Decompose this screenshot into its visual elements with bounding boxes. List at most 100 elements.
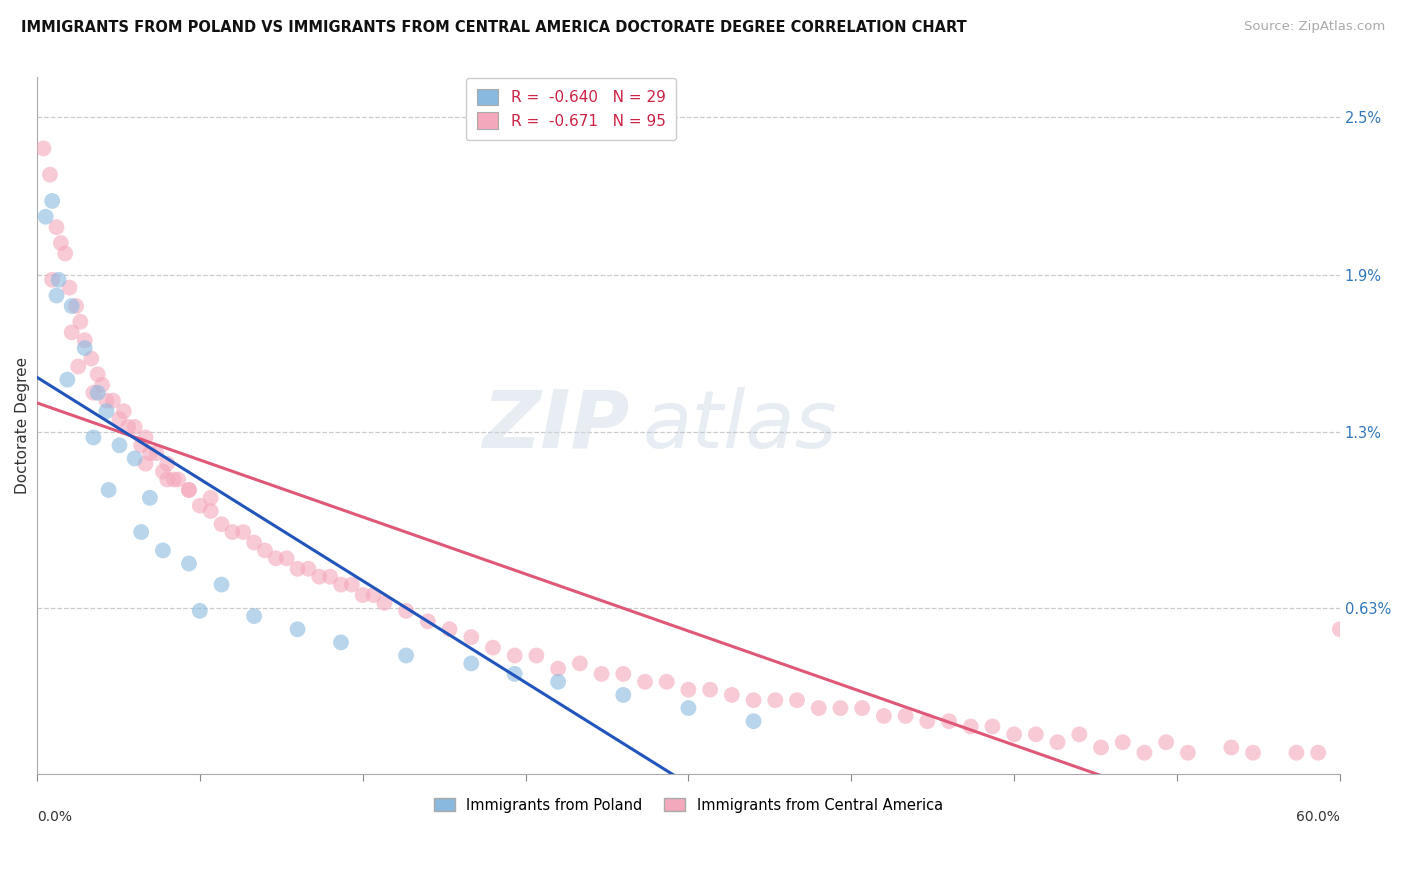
Point [211,577,233,591]
Point [678,682,700,697]
Point [340,577,363,591]
Point [73,341,96,355]
Point [807,701,830,715]
Point [547,662,569,676]
Point [117,420,139,434]
Point [938,714,960,729]
Point [112,404,135,418]
Point [319,570,342,584]
Point [1154,735,1177,749]
Point [41,194,63,208]
Point [232,524,254,539]
Point [101,393,124,408]
Point [152,543,174,558]
Point [416,615,439,629]
Point [721,688,744,702]
Point [96,393,118,408]
Point [503,648,526,663]
Point [655,674,678,689]
Point [211,517,233,532]
Point [568,657,591,671]
Point [503,667,526,681]
Point [1308,746,1330,760]
Point [460,630,482,644]
Y-axis label: Doctorate Degree: Doctorate Degree [15,357,30,494]
Point [200,491,222,505]
Point [243,609,266,624]
Point [1133,746,1156,760]
Point [1046,735,1069,749]
Point [129,524,152,539]
Point [742,693,765,707]
Point [177,483,200,497]
Point [60,299,83,313]
Point [439,622,461,636]
Point [129,438,152,452]
Point [188,499,211,513]
Point [67,359,90,374]
Point [1220,740,1243,755]
Point [135,457,157,471]
Point [612,667,634,681]
Point [135,430,157,444]
Point [41,273,63,287]
Text: 60.0%: 60.0% [1296,810,1340,824]
Text: Source: ZipAtlas.com: Source: ZipAtlas.com [1244,20,1385,33]
Point [373,596,395,610]
Point [58,280,80,294]
Point [1241,746,1264,760]
Point [82,430,104,444]
Point [917,714,939,729]
Point [460,657,482,671]
Point [87,368,110,382]
Text: 0.0%: 0.0% [37,810,72,824]
Point [1329,622,1351,636]
Point [352,588,374,602]
Point [69,315,91,329]
Point [60,326,83,340]
Point [482,640,505,655]
Point [830,701,852,715]
Point [152,465,174,479]
Point [108,412,131,426]
Point [1069,727,1091,741]
Point [851,701,873,715]
Point [45,288,67,302]
Point [873,709,896,723]
Point [742,714,765,729]
Point [145,446,167,460]
Point [200,504,222,518]
Point [177,557,200,571]
Point [96,404,118,418]
Point [32,141,55,155]
Point [308,570,330,584]
Point [56,373,79,387]
Point [634,674,657,689]
Point [591,667,613,681]
Point [330,635,353,649]
Point [167,473,190,487]
Point [763,693,786,707]
Point [1002,727,1025,741]
Point [80,351,103,366]
Point [73,333,96,347]
Point [48,273,70,287]
Point [163,473,186,487]
Point [678,701,700,715]
Point [395,648,418,663]
Point [91,377,114,392]
Point [287,622,309,636]
Point [124,451,146,466]
Point [1285,746,1308,760]
Point [264,551,287,566]
Point [330,577,353,591]
Point [87,385,110,400]
Point [53,246,76,260]
Point [156,457,179,471]
Text: IMMIGRANTS FROM POLAND VS IMMIGRANTS FROM CENTRAL AMERICA DOCTORATE DEGREE CORRE: IMMIGRANTS FROM POLAND VS IMMIGRANTS FRO… [21,20,967,35]
Text: atlas: atlas [643,386,838,465]
Point [39,168,62,182]
Point [981,719,1004,733]
Point [276,551,298,566]
Point [49,235,72,250]
